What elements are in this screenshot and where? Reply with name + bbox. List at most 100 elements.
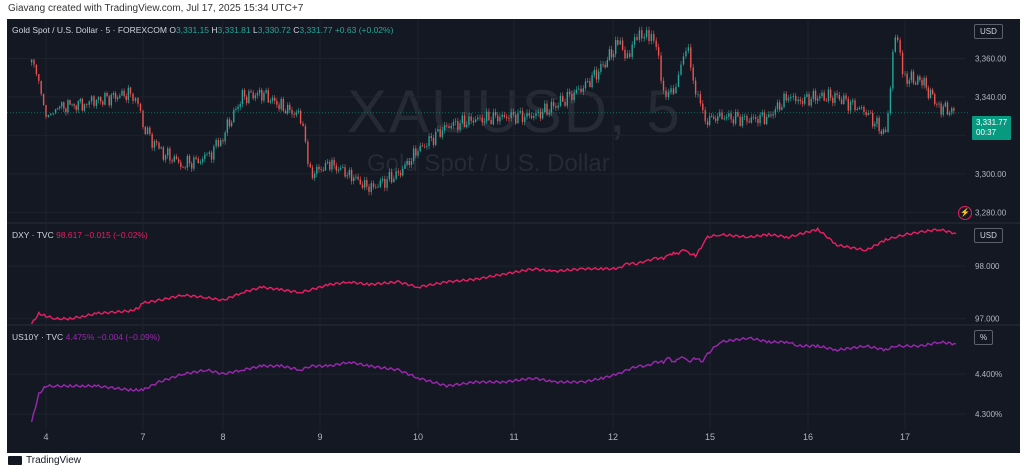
gold-candle bbox=[723, 118, 726, 120]
gold-candle bbox=[90, 96, 93, 102]
gold-candle bbox=[550, 101, 553, 113]
time-tick-label: 17 bbox=[900, 432, 910, 442]
us10y-legend-value: 4.475% bbox=[65, 332, 95, 342]
gold-candle bbox=[293, 114, 295, 115]
time-tick-label: 8 bbox=[220, 432, 225, 442]
gold-candle bbox=[706, 121, 709, 125]
gold-candle bbox=[927, 87, 930, 99]
gold-candle bbox=[309, 164, 311, 168]
gold-candle bbox=[419, 145, 421, 152]
gold-candle bbox=[256, 92, 259, 96]
gold-candle bbox=[797, 99, 799, 102]
gold-candle bbox=[490, 120, 492, 125]
gold-candle bbox=[713, 117, 715, 119]
gold-candle bbox=[316, 166, 318, 174]
gold-candle bbox=[61, 102, 63, 107]
price-tick-label: 3,360.00 bbox=[975, 54, 1007, 63]
gold-candle bbox=[286, 104, 289, 114]
gold-candle bbox=[680, 64, 682, 75]
gold-candle bbox=[337, 169, 340, 171]
gold-candle bbox=[117, 97, 119, 100]
gold-candle bbox=[127, 87, 130, 100]
gold-candle bbox=[271, 97, 274, 101]
gold-candle bbox=[180, 162, 182, 167]
gold-candle bbox=[838, 94, 841, 100]
gold-candle bbox=[295, 112, 297, 115]
gold-candle bbox=[657, 47, 660, 56]
last-price-tag: 3,331.77 00:37 bbox=[972, 116, 1012, 140]
dxy-line bbox=[30, 226, 957, 325]
gold-candle bbox=[142, 110, 144, 128]
gold-candle bbox=[541, 112, 544, 119]
gold-candle bbox=[814, 90, 817, 101]
gold-candle bbox=[412, 148, 415, 161]
us10y-unit-button[interactable]: % bbox=[974, 330, 994, 345]
gold-candle bbox=[746, 116, 748, 122]
gold-candle bbox=[134, 98, 137, 101]
gold-candle bbox=[869, 112, 872, 114]
gold-change: +0.63 (+0.02%) bbox=[334, 25, 394, 35]
gold-candle bbox=[322, 169, 324, 171]
gold-candle bbox=[670, 88, 672, 93]
gold-candle bbox=[267, 90, 269, 103]
gold-candle bbox=[624, 49, 626, 59]
gold-candle bbox=[479, 117, 481, 119]
gold-candle bbox=[206, 153, 208, 155]
gold-open-value: 3,331.15 bbox=[175, 25, 210, 35]
gold-candle bbox=[804, 97, 806, 104]
gold-candle bbox=[417, 151, 419, 156]
gold-candle bbox=[470, 116, 472, 121]
gold-candle bbox=[406, 161, 408, 165]
gold-candle bbox=[765, 116, 768, 125]
gold-candle bbox=[331, 159, 333, 170]
gold-candle bbox=[503, 114, 506, 117]
gold-candle bbox=[357, 176, 359, 180]
gold-candle bbox=[402, 168, 404, 176]
gold-candle bbox=[904, 73, 906, 75]
gold-candle bbox=[350, 169, 353, 182]
price-tick-label: 4.400% bbox=[975, 370, 1002, 379]
gold-candle bbox=[552, 101, 555, 107]
gold-candle bbox=[222, 140, 224, 142]
gold-candle bbox=[606, 60, 608, 68]
gold-candle bbox=[843, 95, 845, 104]
gold-candle bbox=[925, 78, 927, 88]
dxy-legend-title: DXY · TVC bbox=[12, 230, 54, 240]
gold-candle bbox=[812, 90, 815, 100]
gold-candle bbox=[263, 92, 265, 101]
gold-candle bbox=[702, 103, 704, 111]
gold-candle bbox=[326, 161, 329, 163]
gold-candle bbox=[446, 125, 448, 127]
gold-candle bbox=[50, 113, 52, 116]
dxy-currency-button[interactable]: USD bbox=[974, 228, 1003, 243]
price-tick-label: 3,340.00 bbox=[975, 93, 1007, 102]
lightning-icon[interactable]: ⚡ bbox=[958, 206, 972, 220]
gold-candle bbox=[390, 171, 393, 183]
gold-candle bbox=[519, 111, 521, 113]
gold-candle bbox=[629, 53, 631, 57]
gold-candle bbox=[477, 117, 479, 120]
us10y-legend-change: −0.004 (−0.09%) bbox=[96, 332, 161, 342]
gold-candle bbox=[457, 121, 459, 130]
gold-candle bbox=[827, 89, 830, 101]
gold-candle bbox=[638, 30, 641, 40]
gold-candle bbox=[510, 111, 512, 119]
gold-candle bbox=[643, 36, 645, 39]
time-tick-label: 9 bbox=[317, 432, 322, 442]
gold-candle bbox=[213, 146, 215, 160]
gold-candle bbox=[137, 98, 139, 104]
gold-candle bbox=[858, 107, 861, 110]
gold-candle bbox=[208, 152, 210, 154]
gold-candle bbox=[160, 147, 162, 149]
gold-candle bbox=[732, 119, 735, 124]
bar-countdown: 00:37 bbox=[976, 128, 997, 137]
gold-candle bbox=[894, 37, 896, 52]
gold-candle bbox=[119, 95, 121, 98]
gold-candle bbox=[386, 179, 388, 188]
gold-candle bbox=[783, 93, 785, 108]
gold-candle bbox=[254, 95, 257, 99]
gold-currency-button[interactable]: USD bbox=[974, 24, 1003, 39]
footer-brand: TradingView bbox=[26, 455, 82, 466]
gold-candle bbox=[67, 100, 69, 113]
